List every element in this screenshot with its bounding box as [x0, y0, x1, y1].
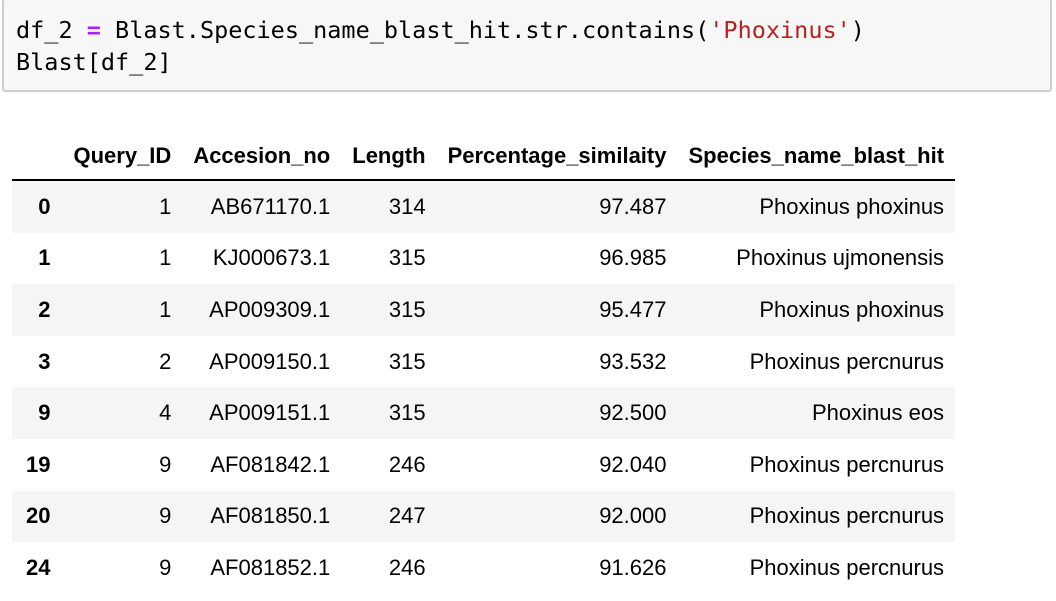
- row-index: 9: [38, 400, 51, 426]
- table-cell: AP009151.1: [209, 400, 331, 426]
- table-cell: 246: [388, 554, 426, 580]
- dataframe-output: Query_ID Accesion_no Length Percentage_simi…: [12, 132, 956, 594]
- table-cell: 96.985: [599, 245, 667, 271]
- column-header: Accesion_no: [193, 142, 331, 168]
- table-cell: 91.626: [599, 554, 667, 580]
- table-cell: AP009309.1: [209, 296, 331, 322]
- table-row: 1 1 KJ000673.1 315 96.985 Phoxinus ujmonensis: [12, 233, 955, 285]
- table-row: 2 1 AP009309.1 315 95.477 Phoxinus phoxinus: [12, 284, 956, 336]
- row-index: 0: [38, 193, 51, 219]
- table-cell: AF081842.1: [210, 451, 331, 477]
- table-cell: Phoxinus percnurus: [749, 451, 945, 477]
- table-cell: AF081850.1: [210, 503, 331, 529]
- table-cell: 95.477: [599, 296, 667, 322]
- table-cell: 315: [388, 296, 426, 322]
- column-header: Length: [352, 142, 426, 168]
- code-operator: =: [86, 16, 101, 44]
- table-cell: 314: [388, 193, 426, 219]
- table-cell: Phoxinus percnurus: [749, 554, 945, 580]
- table-cell: Phoxinus percnurus: [749, 348, 945, 374]
- table-row: 0 1 AB671170.1 314 97.487 Phoxinus phoxinus: [12, 180, 956, 233]
- row-index: 19: [26, 451, 51, 477]
- table-cell: 1: [159, 193, 172, 219]
- code-line-1: df_2 = Blast.Species_name_blast_hit.str.…: [16, 16, 865, 44]
- table-cell: Phoxinus eos: [811, 400, 945, 426]
- table-cell: 9: [159, 503, 172, 529]
- table-cell: 246: [388, 451, 426, 477]
- table-cell: AP009150.1: [209, 348, 331, 374]
- table-row: 20 9 AF081850.1 247 92.000 Phoxinus percnurus: [12, 490, 956, 543]
- table-cell: 92.000: [599, 503, 667, 529]
- table-cell: AF081852.1: [210, 554, 331, 580]
- code-cell[interactable]: df_2 = Blast.Species_name_blast_hit.str.…: [2, 0, 1052, 92]
- row-index: 1: [38, 245, 51, 271]
- column-header: [12, 132, 62, 180]
- table-row: 24 9 AF081852.1 246 91.626 Phoxinus percnurus: [12, 542, 955, 594]
- table-cell: KJ000673.1: [212, 245, 331, 271]
- table-cell: AB671170.1: [210, 193, 331, 219]
- table-cell: 315: [388, 348, 426, 374]
- table-cell: 1: [159, 245, 172, 271]
- table-cell: 315: [388, 400, 426, 426]
- table-cell: Phoxinus percnurus: [749, 503, 945, 529]
- table-cell: 97.487: [599, 193, 667, 219]
- table-cell: 9: [159, 451, 172, 477]
- table-cell: 92.040: [599, 451, 667, 477]
- code-text: ): [850, 16, 865, 44]
- table-cell: 4: [159, 400, 172, 426]
- row-index: 2: [38, 296, 51, 322]
- table-cell: Phoxinus phoxinus: [759, 193, 945, 219]
- table-row: 9 4 AP009151.1 315 92.500 Phoxinus eos: [12, 387, 956, 439]
- table-cell: 315: [388, 245, 426, 271]
- column-header: Percentage_similaity: [447, 142, 667, 168]
- table-cell: 1: [159, 296, 172, 322]
- table-cell: 92.500: [599, 400, 667, 426]
- code-string: 'Phoxinus': [709, 16, 851, 44]
- header-row: Query_ID Accesion_no Length Percentage_simi…: [12, 132, 956, 180]
- table-cell: Phoxinus phoxinus: [759, 296, 945, 322]
- code-line-2: Blast[df_2]: [16, 48, 172, 76]
- table-row: 19 9 AF081842.1 246 92.040 Phoxinus percnurus: [12, 439, 955, 491]
- table-row: 3 2 AP009150.1 315 93.532 Phoxinus percnurus: [12, 336, 955, 388]
- row-index: 3: [38, 348, 51, 374]
- table-cell: 247: [388, 503, 426, 529]
- column-header: Query_ID: [73, 142, 172, 168]
- code-text: Blast.Species_name_blast_hit.str.contain…: [100, 16, 710, 44]
- row-index: 24: [26, 554, 51, 580]
- code-text: df_2: [16, 16, 87, 44]
- table-cell: Phoxinus ujmonensis: [736, 245, 945, 271]
- table-cell: 93.532: [599, 348, 667, 374]
- table-cell: 2: [159, 348, 172, 374]
- column-header: Species_name_blast_hit: [688, 142, 945, 168]
- row-index: 20: [26, 503, 51, 529]
- table-cell: 9: [159, 554, 172, 580]
